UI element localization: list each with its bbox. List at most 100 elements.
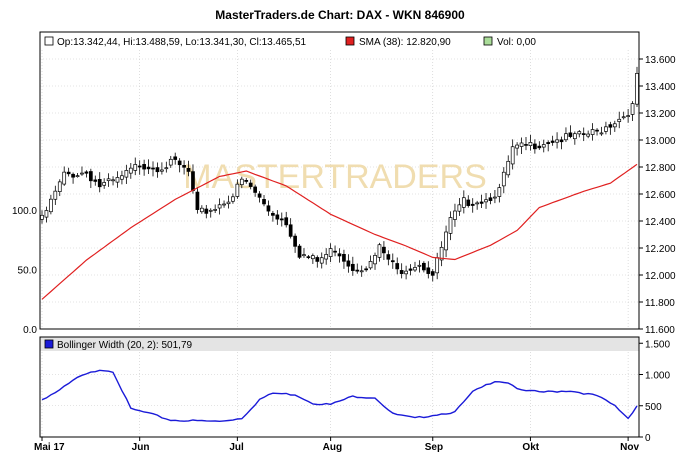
candle-body [475, 202, 479, 205]
candle-body [519, 142, 524, 147]
candle-body [572, 133, 577, 140]
candle-body [244, 180, 249, 182]
indicator-tick-label: 1.000 [645, 371, 670, 382]
x-axis: Mai 17 Jun Jul Aug Sep Okt Nov [34, 437, 639, 453]
ohlc-legend-text: Op:13.342,44, Hi:13.488,59, Lo:13.341,30… [57, 37, 307, 48]
candle [293, 233, 297, 253]
candle-body [217, 204, 222, 209]
candle [102, 178, 107, 189]
candle [302, 248, 306, 258]
candle [182, 160, 186, 175]
candle-body [461, 197, 466, 208]
candle [235, 179, 240, 199]
candle [630, 101, 635, 122]
candle-body [284, 217, 289, 226]
candle-body [635, 73, 639, 105]
candle [213, 204, 218, 213]
candle [470, 198, 475, 213]
candle [279, 212, 284, 227]
candle [373, 252, 377, 270]
candle [57, 179, 62, 197]
candle-body [448, 217, 453, 234]
price-candles [40, 66, 639, 282]
candle [275, 210, 280, 225]
candle-body [510, 146, 515, 165]
candle [262, 195, 266, 207]
volume-tick-label: 0.0 [23, 325, 37, 336]
candle-body [581, 133, 586, 135]
volume-legend-swatch [483, 36, 493, 46]
candle-body [488, 197, 493, 201]
price-right-axis: 13.600 13.400 13.200 13.000 12.800 12.600 12.4… [639, 55, 676, 336]
price-tick-label: 11.800 [645, 298, 675, 309]
candle [413, 261, 417, 273]
candle [284, 211, 289, 228]
candle-body [559, 139, 564, 143]
sma-legend-text: SMA (38): 12.820,90 [359, 37, 451, 48]
candle-body [479, 201, 484, 204]
candle [568, 125, 573, 139]
candle-body [191, 171, 195, 191]
candle-body [342, 253, 346, 262]
candle-body [630, 103, 635, 115]
candle-body [80, 172, 84, 175]
candle-body [524, 144, 528, 146]
candle [612, 120, 617, 132]
candle-body [222, 203, 226, 206]
indicator-right-axis: 1.500 1.000 500 0 [639, 339, 670, 444]
candle-body [319, 257, 324, 264]
candle-body [128, 167, 133, 174]
candle-body [257, 193, 262, 198]
candle [595, 128, 599, 136]
candle-body [408, 268, 413, 271]
candle [497, 183, 502, 203]
candle [537, 141, 542, 150]
candle [604, 121, 608, 135]
candle-body [612, 123, 617, 128]
candle [546, 140, 551, 152]
candle [399, 263, 404, 279]
candle-body [182, 165, 186, 168]
candle-body [364, 268, 368, 271]
candle-body [426, 267, 431, 274]
candle [49, 194, 53, 215]
candle-body [168, 158, 173, 166]
candle-body [577, 131, 582, 135]
indicator-tick-label: 500 [645, 402, 662, 413]
candle-body [337, 253, 342, 257]
candle-body [106, 178, 111, 182]
x-tick-label: Jul [229, 442, 244, 453]
candle-body [417, 264, 422, 267]
candle-body [568, 132, 573, 137]
candle-body [324, 254, 329, 260]
candle [550, 135, 555, 146]
candle [430, 269, 435, 282]
candle [417, 260, 422, 273]
candle [186, 160, 191, 177]
candle [160, 162, 164, 175]
candle-body [275, 214, 280, 220]
candle-body [102, 182, 107, 186]
candle [266, 200, 271, 216]
candle-body [93, 179, 98, 182]
indicator-legend-bar [40, 337, 639, 351]
candle-body [390, 260, 395, 263]
candle [621, 111, 626, 120]
candle-body [208, 209, 213, 212]
candle-body [493, 196, 497, 199]
candle-body [133, 164, 138, 171]
candle-body [71, 173, 75, 178]
candle [71, 172, 75, 184]
candle-body [75, 175, 80, 178]
candle-body [457, 204, 462, 212]
candle [88, 168, 93, 189]
volume-tick-label: 50.0 [18, 266, 38, 277]
candle-body [62, 171, 67, 185]
candle [390, 253, 395, 269]
candle-body [151, 167, 155, 170]
price-tick-label: 13.600 [645, 55, 676, 66]
candle-body [346, 260, 351, 267]
candle [466, 195, 471, 208]
bollinger-legend-swatch [44, 339, 54, 349]
